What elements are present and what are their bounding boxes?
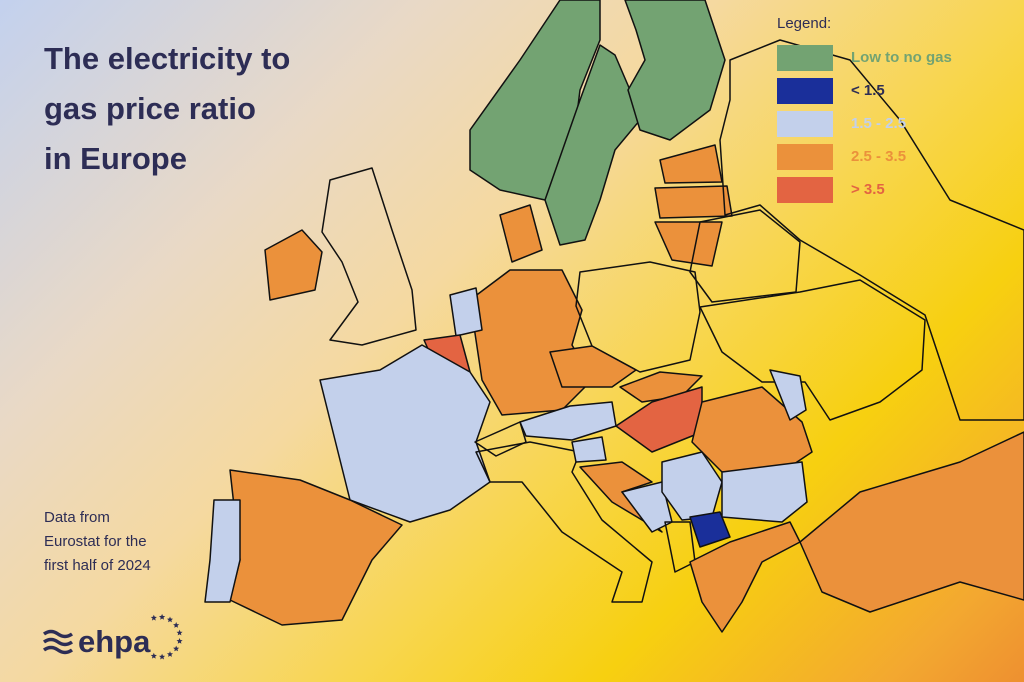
waves-icon [42,629,74,655]
map-title: The electricity to gas price ratio in Eu… [44,34,290,184]
legend-item: Low to no gas [777,41,952,74]
country-region-mid [204,499,241,603]
legend-label: 2.5 - 3.5 [851,148,907,165]
country-region-nodata [321,167,417,346]
legend-label: < 1.5 [851,82,885,99]
title-line: gas price ratio [44,91,256,126]
country-region-nodata [719,39,1024,421]
country-region-mid [721,461,808,523]
legend-swatch [777,77,833,104]
country-region-nodata [575,261,701,373]
star-icon [167,616,173,623]
legend: Legend: Low to no gas < 1.5 1.5 - 2.5 2.5 -… [777,15,952,206]
legend-label: 1.5 - 2.5 [851,115,907,132]
country-region-high [654,185,733,219]
star-icon [150,652,157,659]
star-icon [176,629,183,636]
star-icon [159,653,166,660]
star-icon [173,645,180,652]
country-region-none [624,0,726,141]
legend-title: Legend: [777,15,832,32]
star-icon [167,651,173,657]
logo-text: ehpa [78,624,151,659]
legend-swatch [777,176,833,203]
country-region-high [264,229,323,301]
country-region-high [469,269,593,416]
legend-item: > 3.5 [777,173,952,206]
country-region-mid [449,287,483,337]
country-region-high [499,204,543,263]
legend-swatch [777,143,833,170]
title-line: in Europe [44,141,187,176]
country-region-high [654,221,723,267]
country-region-high [799,431,1024,613]
star-icon [176,638,183,644]
legend-item: < 1.5 [777,74,952,107]
country-region-high [549,345,637,388]
legend-swatch [777,44,833,71]
star-icon [159,613,166,620]
country-region-high [689,521,801,633]
title-line: The electricity to [44,41,291,76]
star-icon [150,614,157,621]
source-note: Data from Eurostat for the first half of… [44,509,151,574]
country-region-high [659,144,723,184]
country-region-mid [769,369,807,421]
ehpa-logo: ehpa [42,612,192,667]
legend-item: 1.5 - 2.5 [777,107,952,140]
legend-label: > 3.5 [851,181,885,198]
stars-icon [150,613,183,660]
country-region-nodata [699,279,926,421]
legend-swatch [777,110,833,137]
country-region-mid [571,436,607,463]
country-region-lt15 [689,511,731,548]
legend-item: 2.5 - 3.5 [777,140,952,173]
star-icon [173,622,180,628]
legend-label: Low to no gas [851,49,952,66]
country-region-mid [319,344,491,523]
